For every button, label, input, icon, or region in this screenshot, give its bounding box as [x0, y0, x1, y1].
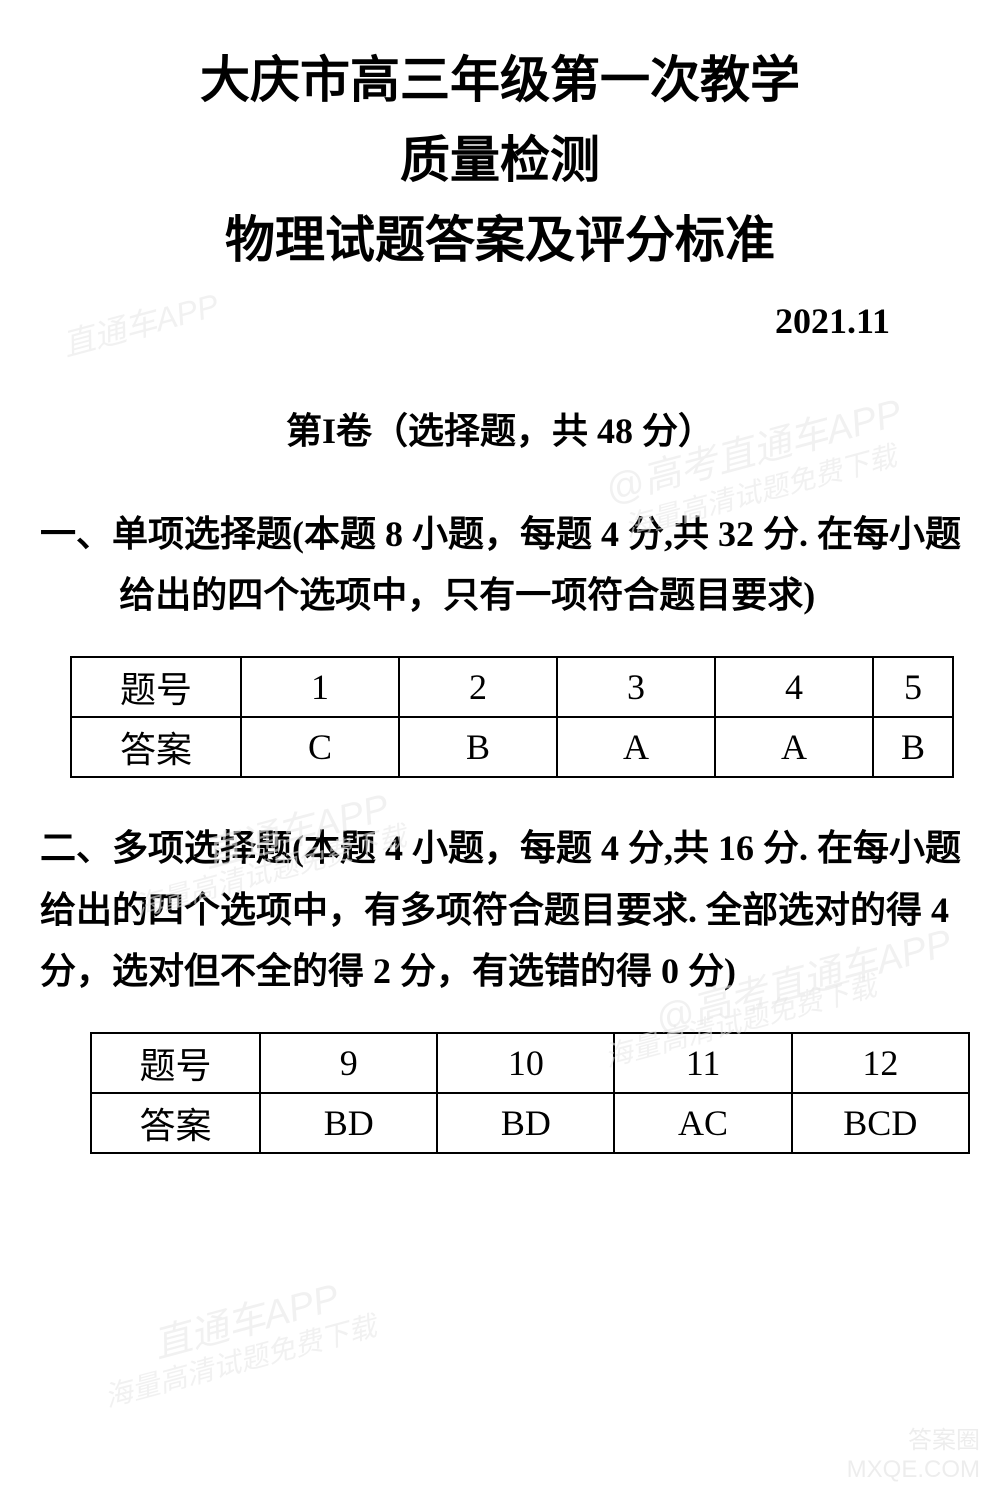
row-label: 答案: [71, 717, 241, 777]
table-cell: A: [557, 717, 715, 777]
table-cell: 2: [399, 657, 557, 717]
table-row: 题号 9 10 11 12: [91, 1033, 969, 1093]
section-1-heading: 一、单项选择题(本题 8 小题，每题 4 分,共 32 分. 在每小题给出的四个…: [109, 504, 970, 626]
row-label: 题号: [71, 657, 241, 717]
table-cell: A: [715, 717, 873, 777]
table-cell: BD: [437, 1093, 614, 1153]
logo-text-2: MXQE.COM: [847, 1456, 980, 1485]
table-cell: 3: [557, 657, 715, 717]
table-cell: B: [399, 717, 557, 777]
table-cell: C: [241, 717, 399, 777]
row-label: 题号: [91, 1033, 260, 1093]
table-cell: 11: [614, 1033, 791, 1093]
table-cell: 12: [792, 1033, 969, 1093]
table-cell: BCD: [792, 1093, 969, 1153]
title-line-3: 物理试题答案及评分标准: [30, 200, 970, 280]
watermark-text: 海量高清试题免费下载: [100, 1304, 381, 1415]
section-2-heading: 二、多项选择题(本题 4 小题，每题 4 分,共 16 分. 在每小题给出的四个…: [30, 818, 970, 1002]
title-line-1: 大庆市高三年级第一次教学: [30, 40, 970, 120]
logo-text-1: 答案圈: [847, 1427, 980, 1456]
table-cell: B: [873, 717, 953, 777]
row-label: 答案: [91, 1093, 260, 1153]
document-date: 2021.11: [30, 300, 970, 342]
answer-table-2: 题号 9 10 11 12 答案 BD BD AC BCD: [90, 1032, 970, 1154]
table-cell: 4: [715, 657, 873, 717]
table-cell: 10: [437, 1033, 614, 1093]
table-row: 答案 BD BD AC BCD: [91, 1093, 969, 1153]
watermark-text: 直通车APP: [146, 1266, 344, 1368]
table-cell: BD: [260, 1093, 437, 1153]
table-cell: 9: [260, 1033, 437, 1093]
table-cell: AC: [614, 1093, 791, 1153]
table-row: 题号 1 2 3 4 5: [71, 657, 953, 717]
logo-watermark: 答案圈 MXQE.COM: [847, 1427, 980, 1485]
table-row: 答案 C B A A B: [71, 717, 953, 777]
table-cell: 5: [873, 657, 953, 717]
paper-section-label: 第I卷（选择题，共 48 分）: [30, 402, 970, 454]
title-line-2: 质量检测: [30, 120, 970, 200]
table-cell: 1: [241, 657, 399, 717]
answer-table-1: 题号 1 2 3 4 5 答案 C B A A B: [70, 656, 954, 778]
